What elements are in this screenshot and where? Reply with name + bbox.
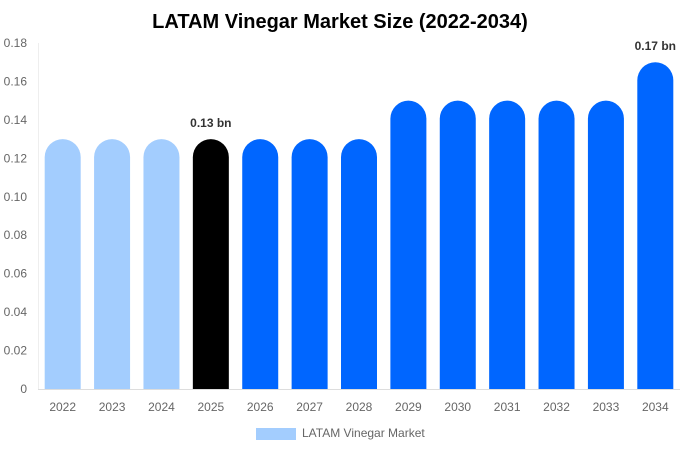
bar-2031[interactable]	[489, 100, 526, 390]
legend-label: LATAM Vinegar Market	[302, 426, 425, 440]
x-tick-label: 2027	[296, 400, 323, 414]
y-tick-label: 0.08	[4, 228, 28, 242]
bar-2028[interactable]	[341, 139, 377, 389]
x-tick-label: 2022	[49, 400, 76, 414]
y-tick-label: 0.14	[4, 113, 28, 127]
y-tick-label: 0.04	[4, 305, 28, 319]
bar-2025[interactable]	[192, 139, 229, 389]
x-tick-label: 2024	[148, 400, 175, 414]
bar-2027[interactable]	[291, 139, 328, 389]
y-tick-label: 0.12	[4, 151, 28, 165]
x-tick-label: 2026	[247, 400, 274, 414]
bar-2029[interactable]	[390, 100, 427, 389]
bar-2024[interactable]	[143, 139, 180, 389]
x-tick-label: 2028	[346, 400, 373, 414]
y-tick-label: 0.16	[4, 74, 28, 88]
x-tick-label: 2032	[543, 400, 570, 414]
data-label: 0.17 bn	[635, 39, 676, 53]
x-tick-label: 2034	[642, 400, 669, 414]
x-tick-label: 2025	[197, 400, 224, 414]
y-tick-label: 0.06	[4, 267, 28, 281]
x-tick-label: 2030	[444, 400, 471, 414]
data-label: 0.13 bn	[190, 116, 231, 130]
legend-swatch	[256, 428, 296, 440]
bar-2032[interactable]	[538, 100, 575, 389]
y-tick-label: 0.18	[4, 36, 28, 50]
legend[interactable]: LATAM Vinegar Market	[256, 426, 425, 440]
x-tick-label: 2023	[99, 400, 126, 414]
bar-2026[interactable]	[242, 139, 279, 389]
bar-2034[interactable]	[637, 62, 674, 389]
y-tick-label: 0.02	[4, 344, 28, 358]
y-tick-label: 0	[20, 382, 27, 396]
bar-2033[interactable]	[587, 100, 624, 389]
bar-2023[interactable]	[94, 139, 131, 389]
x-tick-label: 2029	[395, 400, 422, 414]
chart-title: LATAM Vinegar Market Size (2022-2034)	[152, 11, 528, 33]
x-tick-label: 2033	[593, 400, 620, 414]
bar-2030[interactable]	[439, 100, 476, 389]
x-tick-label: 2031	[494, 400, 521, 414]
bar-2022[interactable]	[44, 139, 81, 389]
y-tick-label: 0.10	[4, 190, 28, 204]
